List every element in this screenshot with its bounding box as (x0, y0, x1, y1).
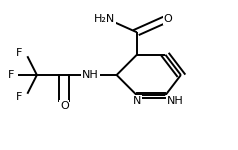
Text: F: F (16, 48, 23, 58)
Text: F: F (16, 92, 23, 102)
Text: NH: NH (82, 70, 99, 80)
Text: NH: NH (167, 96, 183, 105)
Text: F: F (8, 70, 15, 80)
Text: N: N (133, 96, 141, 105)
Text: H₂N: H₂N (94, 15, 115, 24)
Text: O: O (164, 15, 172, 24)
Text: O: O (60, 101, 69, 111)
